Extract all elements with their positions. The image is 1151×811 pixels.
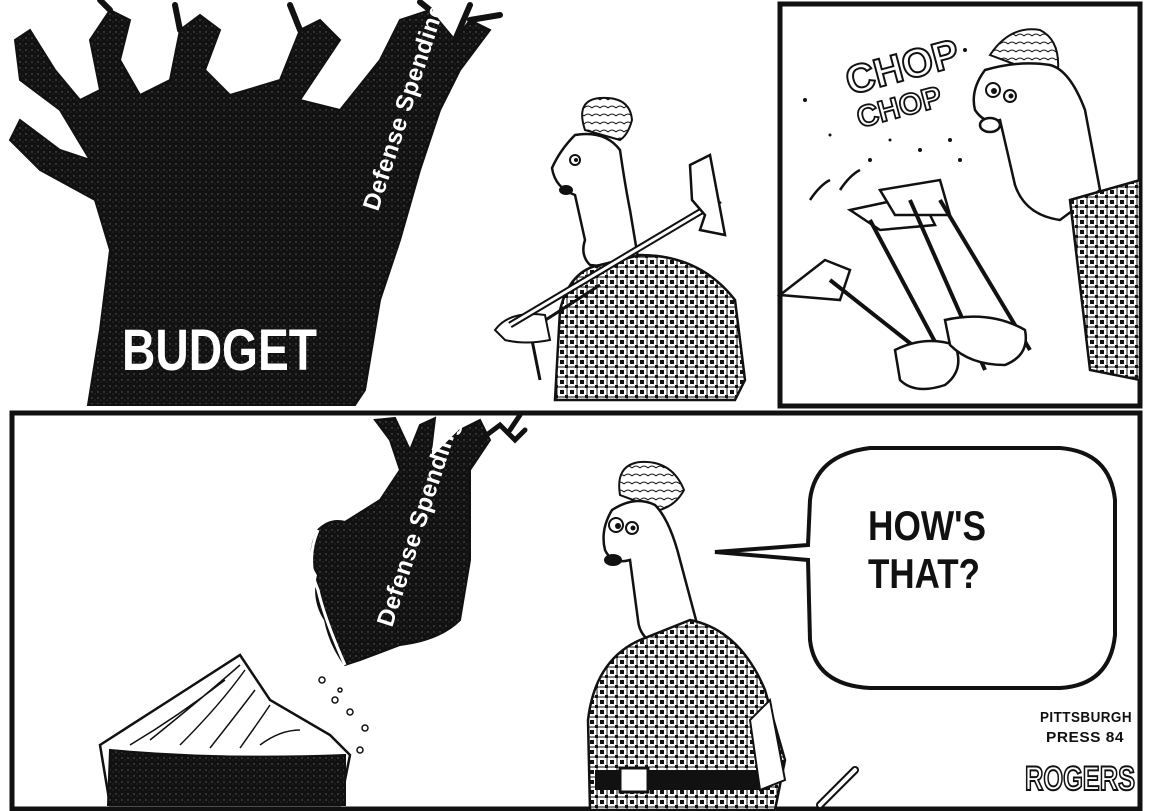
- signature-line1: PITTSBURGH: [1040, 709, 1132, 726]
- artist-signature: PITTSBURGH PRESS 84 ROGERS: [1024, 709, 1136, 799]
- tree-stump: [98, 653, 352, 807]
- wood-chips: [803, 48, 967, 162]
- panel-2: CHOP CHOP: [776, 1, 1143, 409]
- lumberjack-figure-panel2: [972, 28, 1142, 382]
- belt-buckle: [618, 766, 650, 794]
- chopping-axes: [776, 168, 1032, 371]
- speech-bubble: [714, 446, 1117, 690]
- speech-text-line1: HOW'S: [868, 502, 986, 549]
- lumberjack-figure-panel3: [586, 460, 859, 811]
- falling-crumbs: [318, 676, 369, 754]
- budget-label: BUDGET: [122, 318, 317, 383]
- lumberjack-hands: [893, 315, 1028, 391]
- axe-icon: [688, 153, 727, 237]
- cut-defense-branch: [310, 412, 528, 667]
- signature-artist: ROGERS: [1025, 760, 1135, 798]
- panel-1: BUDGET Defense Spending: [8, 0, 747, 406]
- lumberjack-figure: [493, 96, 747, 402]
- budget-tree: [8, 0, 503, 406]
- panel-3: Defense Spending: [9, 410, 1143, 811]
- speech-text-line2: THAT?: [868, 550, 980, 597]
- signature-line2: PRESS 84: [1046, 729, 1124, 746]
